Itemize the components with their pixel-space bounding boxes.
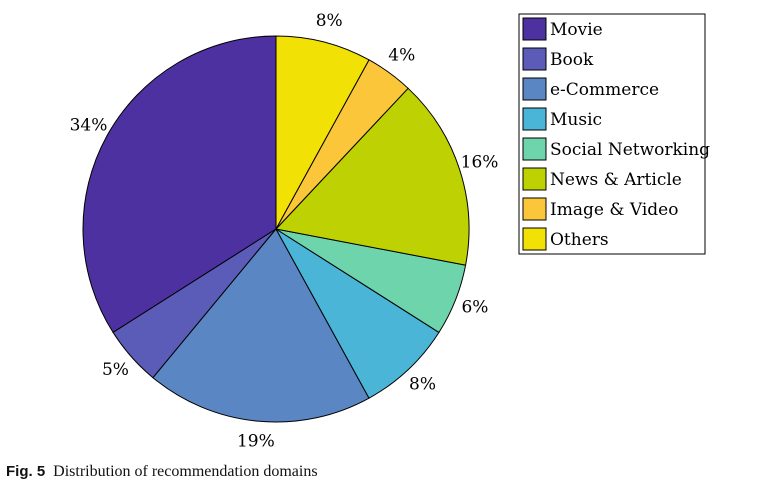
legend-swatch-news-and-article [522,167,547,191]
legend-swatch-book [522,47,547,71]
pie-slice-music [275,228,440,399]
legend-swatch-e-commerce [522,77,547,101]
legend-label-news-and-article: News & Article [550,170,682,190]
percent-label-news-and-article: 16% [461,152,499,172]
percent-label-music: 8% [409,374,436,394]
pie-percent-labels: 34% 5% 19% 8% 6% 16% 4% 8% [70,11,499,451]
legend: Movie Book e-Commerce Music Social Networkin… [518,13,710,255]
legend-swatch-music [522,107,547,131]
pie-chart: 34%5%19%8%6%16%4%8% MovieBooke-CommerceM… [70,11,711,451]
percent-label-e-commerce: 19% [237,432,275,452]
legend-label-others: Others [550,230,609,250]
percent-label-social-networking: 6% [461,297,488,317]
figure-caption: Fig. 5 Distribution of recommendation dom… [6,463,318,481]
legend-label-movie: Movie [550,20,603,40]
pie-slice-news-and-article [275,87,470,266]
pie-slices [82,35,470,423]
legend-label-e-commerce: e-Commerce [550,80,659,100]
legend-swatch-image-and-video [522,197,547,221]
legend-label-music: Music [550,110,602,130]
figure-label: Fig. 5 [6,463,46,480]
legend-swatch-movie [522,17,547,41]
percent-label-book: 5% [102,360,129,380]
legend-label-book: Book [550,50,594,70]
pie-slice-others [275,35,370,230]
percent-label-movie: 34% [70,115,108,135]
legend-label-social-networking: Social Networking [550,140,710,160]
figure-caption-text: Distribution of recommendation domains [53,463,318,480]
pie-slice-e-commerce [152,228,370,423]
percent-label-image-and-video: 4% [388,45,415,65]
legend-swatch-others [522,227,547,251]
pie-slice-movie [82,35,277,334]
legend-label-image-and-video: Image & Video [550,200,678,220]
percent-label-others: 8% [316,11,343,31]
legend-swatch-social-networking [522,137,547,161]
